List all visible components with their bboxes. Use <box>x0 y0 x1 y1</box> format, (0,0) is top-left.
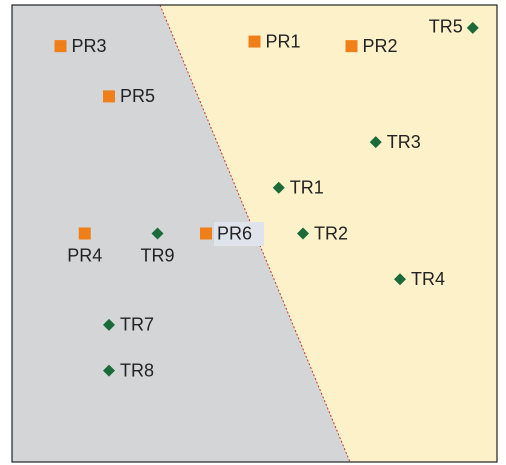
point-label: PR2 <box>363 36 398 56</box>
point <box>345 40 358 53</box>
point <box>248 35 261 48</box>
point-label: PR1 <box>266 31 301 51</box>
point <box>54 40 67 53</box>
point <box>78 227 91 240</box>
point <box>272 181 285 194</box>
point <box>103 318 115 331</box>
point-label: TR5 <box>429 17 463 37</box>
point <box>200 227 212 240</box>
region-left <box>12 5 350 462</box>
point <box>297 227 309 240</box>
point <box>103 90 115 103</box>
point-label: TR9 <box>140 245 174 265</box>
label-highlight <box>214 222 264 246</box>
point <box>369 136 382 149</box>
boundary-line <box>159 4 351 463</box>
point-label: TR8 <box>120 360 154 380</box>
point-label: PR5 <box>120 86 155 106</box>
point-label: TR4 <box>411 269 445 289</box>
point-label: TR1 <box>290 178 324 198</box>
point-label: PR4 <box>67 245 102 265</box>
point <box>394 273 406 286</box>
point-label: PR3 <box>72 36 107 56</box>
point-label: TR2 <box>314 223 348 243</box>
point-label: TR7 <box>120 315 154 335</box>
point-label: PR6 <box>217 223 252 243</box>
point <box>151 227 164 240</box>
point-label: TR3 <box>387 132 421 152</box>
plot-frame <box>11 4 498 463</box>
point <box>103 364 115 377</box>
point <box>466 21 479 34</box>
